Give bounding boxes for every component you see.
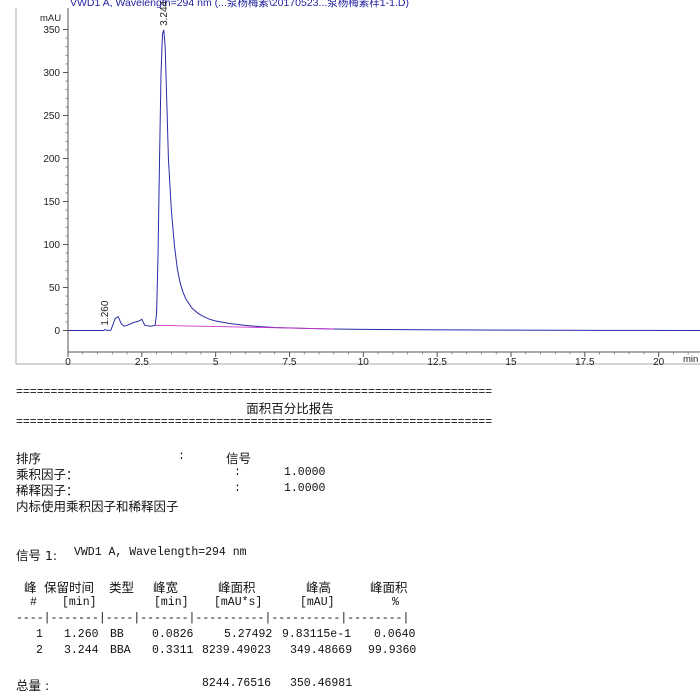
mult-factor-label: 乘积因子：	[16, 467, 79, 482]
col-header-width: 峰宽	[153, 580, 179, 595]
unit-area: [mAU*s]	[214, 596, 263, 609]
x-axis-ticks: 0 2.5 5 7.5 10 12.5 15 17.5 20	[65, 352, 689, 368]
y-tick-label: 100	[43, 240, 60, 251]
col-header-type: 类型	[109, 580, 135, 595]
total-height: 350.46981	[290, 677, 353, 690]
peak-rt-label: 3.244	[159, 0, 170, 25]
total-area: 8244.76516	[202, 677, 272, 690]
x-tick-label: 15	[505, 357, 517, 368]
x-tick-label: 5	[213, 357, 219, 368]
x-tick-label: 12.5	[427, 357, 447, 368]
sort-label: 排序	[16, 451, 42, 466]
y-tick-label: 200	[43, 154, 60, 165]
chromatogram-chart: VWD1 A, Wavelength=294 nm (...泵杨梅素\20170…	[15, 0, 700, 368]
cell-area: 5.27492	[224, 628, 273, 641]
series-layer	[68, 29, 700, 331]
signal-value: VWD1 A, Wavelength=294 nm	[74, 546, 247, 559]
peak-labels: 1.260 3.244	[100, 0, 170, 325]
unit-rt: [min]	[62, 596, 97, 609]
istd-note: 内标使用乘积因子和稀释因子	[16, 499, 179, 514]
table-separator: ----|-------|----|-------|----------|---…	[16, 612, 410, 625]
table-row: 2 3.244 BBA 0.3311 8239.49023 349.48669 …	[0, 644, 500, 658]
table-row: 1 1.260 BB 0.0826 5.27492 9.83115e-1 0.0…	[0, 628, 500, 642]
cell-peak: 1	[36, 628, 43, 641]
dil-factor-value: 1.0000	[284, 482, 326, 495]
cell-height: 9.83115e-1	[282, 628, 352, 641]
cell-rt: 3.244	[64, 644, 99, 657]
unit-area-pct: %	[392, 596, 399, 609]
chart-title: VWD1 A, Wavelength=294 nm (...泵杨梅素\20170…	[70, 0, 409, 9]
y-axis-ticks: 0 50 100 150 200 250 300 350	[43, 25, 68, 337]
unit-peak: #	[30, 596, 37, 609]
cell-area: 8239.49023	[202, 644, 272, 657]
x-tick-label: 17.5	[575, 357, 595, 368]
col-header-rt: 保留时间	[44, 580, 95, 595]
total-label: 总量 :	[16, 678, 50, 693]
mult-factor-value: 1.0000	[284, 466, 326, 479]
signal-trace	[68, 29, 700, 331]
x-tick-label: 0	[65, 357, 71, 368]
report-rule-top: ========================================…	[16, 386, 493, 399]
sort-value: 信号	[226, 451, 252, 466]
col-header-peak: 峰	[24, 580, 37, 595]
unit-width: [min]	[154, 596, 189, 609]
sort-colon: :	[178, 450, 185, 463]
x-axis-label: min	[683, 354, 698, 365]
y-tick-label: 350	[43, 25, 60, 36]
cell-area-pct: 0.0640	[374, 628, 416, 641]
col-header-area: 峰面积	[218, 580, 256, 595]
dil-factor-label: 稀释因子：	[16, 483, 79, 498]
mult-colon: :	[234, 466, 241, 479]
cell-type: BB	[110, 628, 124, 641]
dil-colon: :	[234, 482, 241, 495]
report-title: 面积百分比报告	[246, 401, 334, 416]
cell-height: 349.48669	[290, 644, 353, 657]
cell-width: 0.3311	[152, 644, 194, 657]
col-header-height: 峰高	[306, 580, 332, 595]
y-tick-label: 150	[43, 197, 60, 208]
x-tick-label: 20	[653, 357, 665, 368]
x-tick-label: 2.5	[135, 357, 149, 368]
x-tick-label: 7.5	[283, 357, 297, 368]
unit-height: [mAU]	[300, 596, 335, 609]
col-header-area-pct: 峰面积	[370, 580, 408, 595]
peak-rt-label: 1.260	[100, 300, 111, 325]
report-rule-bottom: ========================================…	[16, 416, 493, 429]
plot-frame	[15, 8, 700, 365]
cell-peak: 2	[36, 644, 43, 657]
cell-type: BBA	[110, 644, 131, 657]
y-tick-label: 50	[49, 283, 61, 294]
signal-label: 信号 1:	[16, 548, 58, 563]
y-tick-label: 0	[54, 326, 60, 337]
x-tick-label: 10	[358, 357, 370, 368]
baseline-trace	[155, 324, 334, 330]
y-tick-label: 250	[43, 111, 60, 122]
cell-rt: 1.260	[64, 628, 99, 641]
cell-width: 0.0826	[152, 628, 194, 641]
y-axis-label: mAU	[40, 13, 61, 24]
y-tick-label: 300	[43, 68, 60, 79]
cell-area-pct: 99.9360	[368, 644, 417, 657]
